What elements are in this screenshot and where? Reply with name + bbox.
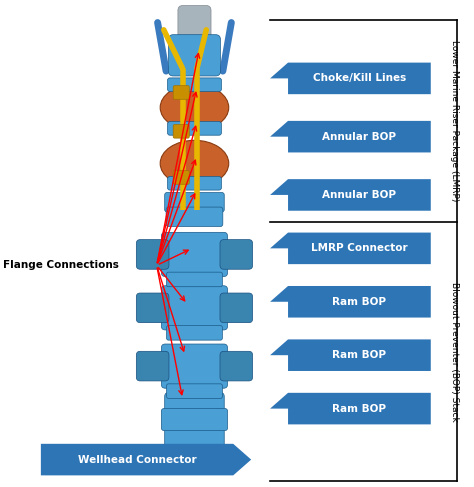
Ellipse shape xyxy=(160,140,229,187)
Text: Lower Marine Riser Package (LMRP): Lower Marine Riser Package (LMRP) xyxy=(450,40,459,202)
Text: Annular BOP: Annular BOP xyxy=(322,131,396,142)
FancyBboxPatch shape xyxy=(173,170,189,184)
FancyBboxPatch shape xyxy=(137,240,169,269)
FancyBboxPatch shape xyxy=(137,351,169,381)
FancyBboxPatch shape xyxy=(161,409,228,431)
FancyBboxPatch shape xyxy=(220,240,253,269)
Text: Choke/Kill Lines: Choke/Kill Lines xyxy=(313,74,406,83)
FancyBboxPatch shape xyxy=(166,384,222,398)
FancyBboxPatch shape xyxy=(220,293,253,323)
Text: Wellhead Connector: Wellhead Connector xyxy=(78,454,196,465)
FancyBboxPatch shape xyxy=(167,78,221,92)
Polygon shape xyxy=(270,393,431,424)
Polygon shape xyxy=(270,339,431,371)
Text: Flange Connections: Flange Connections xyxy=(3,261,119,270)
FancyBboxPatch shape xyxy=(173,86,189,99)
Text: LMRP Connector: LMRP Connector xyxy=(311,244,408,253)
Polygon shape xyxy=(41,444,251,475)
FancyBboxPatch shape xyxy=(161,232,228,277)
FancyBboxPatch shape xyxy=(166,272,222,287)
FancyBboxPatch shape xyxy=(161,344,228,388)
FancyBboxPatch shape xyxy=(164,393,224,451)
Text: Annular BOP: Annular BOP xyxy=(322,190,396,200)
Text: Ram BOP: Ram BOP xyxy=(332,350,386,360)
Polygon shape xyxy=(270,286,431,318)
FancyBboxPatch shape xyxy=(167,176,221,190)
Polygon shape xyxy=(270,179,431,211)
FancyBboxPatch shape xyxy=(164,192,224,212)
FancyBboxPatch shape xyxy=(168,35,220,76)
FancyBboxPatch shape xyxy=(166,326,222,340)
Text: Ram BOP: Ram BOP xyxy=(332,297,386,307)
FancyBboxPatch shape xyxy=(161,286,228,330)
Polygon shape xyxy=(270,121,431,152)
FancyBboxPatch shape xyxy=(166,207,223,226)
Polygon shape xyxy=(270,63,431,94)
Ellipse shape xyxy=(160,84,229,131)
Polygon shape xyxy=(270,233,431,264)
FancyBboxPatch shape xyxy=(137,293,169,323)
Text: Blowout Preventer (BOP) Stack: Blowout Preventer (BOP) Stack xyxy=(450,281,459,421)
FancyBboxPatch shape xyxy=(220,351,253,381)
FancyBboxPatch shape xyxy=(167,122,221,135)
FancyBboxPatch shape xyxy=(178,5,211,42)
Text: Ram BOP: Ram BOP xyxy=(332,404,386,413)
FancyBboxPatch shape xyxy=(173,125,189,138)
